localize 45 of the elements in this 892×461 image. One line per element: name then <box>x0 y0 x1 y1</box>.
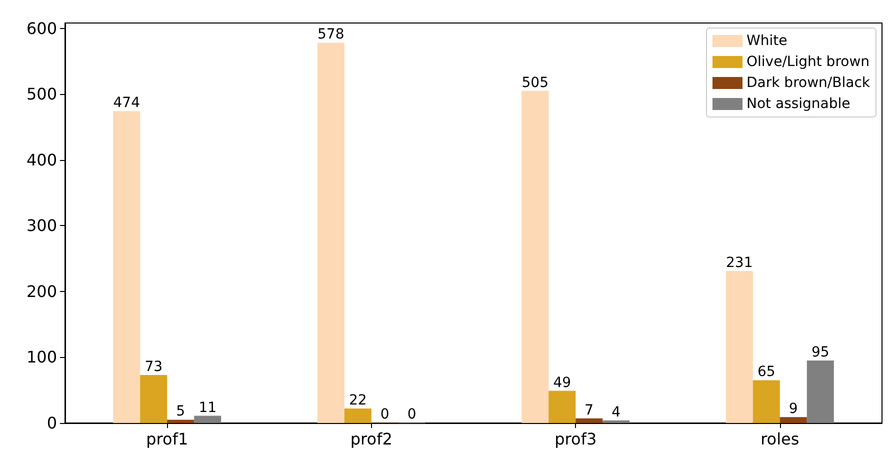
legend-label: Olive/Light brown <box>746 54 870 70</box>
bar <box>194 416 222 423</box>
data-label: 474 <box>113 95 140 112</box>
y-tick-label: 600 <box>26 18 57 38</box>
legend-label: Dark brown/Black <box>746 75 871 91</box>
data-label: 505 <box>522 74 548 91</box>
y-tick-label: 500 <box>26 84 57 104</box>
data-label: 578 <box>318 26 344 43</box>
bar <box>548 390 576 423</box>
data-label: 73 <box>144 358 163 375</box>
data-label: 0 <box>380 406 390 423</box>
x-tick-label: prof2 <box>350 430 392 448</box>
y-tick-label: 100 <box>26 348 57 367</box>
data-label: 22 <box>348 392 367 409</box>
x-tick-label: roles <box>760 430 800 448</box>
data-label: 65 <box>757 364 776 380</box>
data-label: 5 <box>176 404 186 420</box>
data-label: 4 <box>612 404 621 420</box>
y-tick-label: 0 <box>46 414 57 432</box>
bar <box>167 420 194 423</box>
data-label: 9 <box>788 401 798 418</box>
data-label: 11 <box>198 400 217 416</box>
y-tick-label: 200 <box>26 282 57 301</box>
y-tick-label: 300 <box>26 216 57 236</box>
bar <box>602 420 630 423</box>
x-tick-label: prof3 <box>554 430 597 448</box>
bar <box>726 271 753 423</box>
bar <box>344 408 372 423</box>
bar <box>140 374 168 423</box>
data-label: 95 <box>811 344 830 360</box>
bar <box>522 90 549 423</box>
legend-label: Not assignable <box>746 96 850 112</box>
bar <box>780 417 807 423</box>
data-label: 7 <box>584 402 594 418</box>
y-tick-label: 400 <box>26 150 57 170</box>
bar <box>576 418 603 423</box>
legend-label: White <box>746 33 788 49</box>
bar <box>752 380 780 423</box>
data-label: 0 <box>407 406 416 423</box>
x-tick-label: prof1 <box>146 430 188 448</box>
bar <box>806 360 834 423</box>
bar <box>317 42 344 423</box>
bar <box>113 111 140 423</box>
data-label: 49 <box>553 374 572 391</box>
data-label: 231 <box>726 255 753 272</box>
